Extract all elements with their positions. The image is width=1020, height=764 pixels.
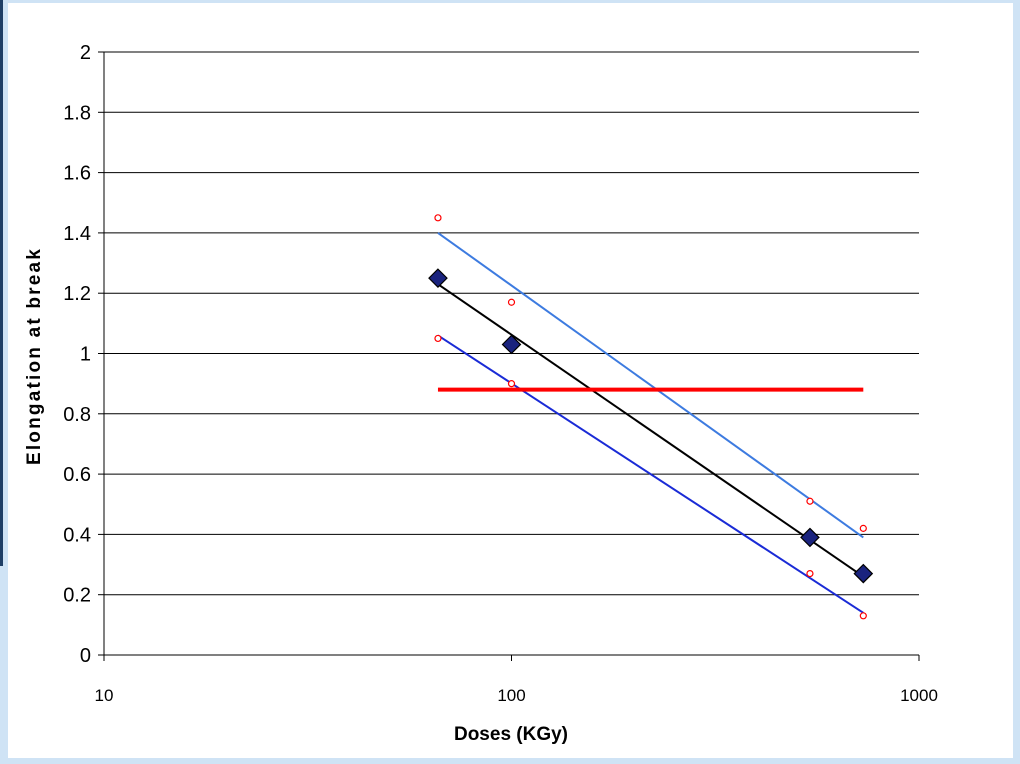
data-point-circle — [806, 497, 814, 505]
y-tick-label: 0.2 — [63, 585, 91, 607]
data-point-diamond — [800, 527, 820, 548]
y-tick-label: 0 — [80, 645, 91, 667]
data-point-diamond — [853, 563, 874, 584]
x-tick-label: 1000 — [900, 686, 938, 705]
data-point-diamond — [428, 268, 448, 288]
series-markers — [428, 214, 874, 620]
y-axis-title: Elongation at break — [24, 247, 45, 465]
y-tick-label: 0.8 — [63, 404, 91, 426]
gridlines — [104, 51, 919, 596]
data-point-circle — [859, 524, 867, 532]
x-tick-label: 10 — [95, 686, 114, 705]
data-point-circle — [507, 380, 516, 388]
y-tick-label: 1.4 — [63, 223, 91, 245]
data-point-circle — [434, 334, 442, 343]
y-tick-label: 1 — [80, 344, 91, 366]
frame-left-bar — [0, 0, 3, 566]
series-lines — [437, 232, 864, 614]
x-axis-title: Doses (KGy) — [454, 724, 568, 745]
frame-right — [1013, 0, 1020, 764]
frame-bottom — [0, 758, 1020, 764]
upper-bound-fit-line — [437, 232, 864, 539]
frame-top — [0, 0, 1020, 3]
y-tick-labels: 0 0.2 0.4 0.6 0.8 1 1.2 1.4 1.6 1.8 2 — [63, 42, 91, 667]
y-tick-label: 2 — [80, 42, 91, 64]
x-tick-label: 100 — [497, 686, 525, 705]
data-point-diamond — [501, 334, 522, 355]
frame-left — [0, 0, 8, 764]
x-tick-labels: 10 100 1000 — [95, 686, 938, 705]
data-point-circle — [507, 298, 516, 306]
y-tick-label: 1.2 — [63, 283, 91, 305]
y-tick-label: 0.6 — [63, 464, 91, 486]
fit-line — [437, 283, 864, 578]
y-tick-label: 1.6 — [63, 163, 91, 185]
data-point-circle — [859, 612, 867, 620]
y-tick-label: 1.8 — [63, 102, 91, 124]
data-point-circle — [434, 214, 442, 222]
data-point-circle — [806, 569, 814, 578]
axes — [98, 51, 920, 661]
y-tick-label: 0.4 — [63, 524, 91, 546]
